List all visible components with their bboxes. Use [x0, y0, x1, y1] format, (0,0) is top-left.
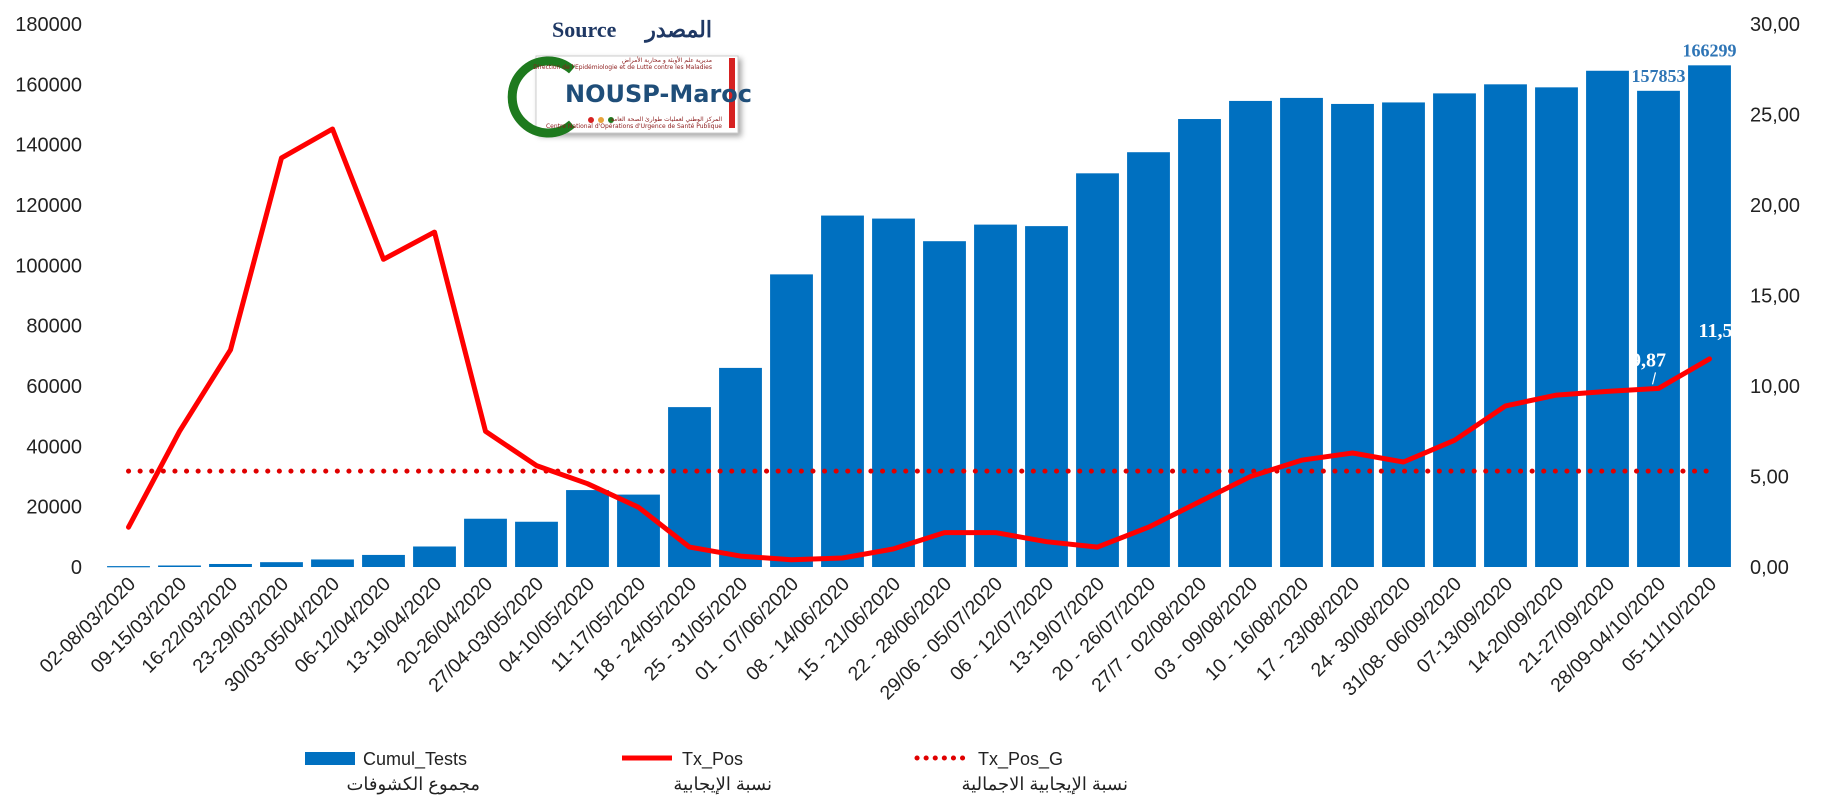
bar [974, 224, 1017, 568]
bar-series-cumul-tests [107, 65, 1731, 568]
y-right-tick-label: 0,00 [1750, 557, 1789, 579]
y-left-tick-label: 100000 [15, 255, 82, 277]
legend-sub-tx-pos: نسبة الإيجابية [673, 774, 772, 795]
legend-label-cumul-tests: Cumul_Tests [363, 749, 467, 770]
bar [1484, 84, 1527, 567]
y-left-tick-label: 20000 [26, 497, 82, 519]
bar [923, 241, 966, 567]
logo-arc-icon [507, 56, 575, 138]
bar [566, 490, 609, 567]
y-right-tick-label: 25,00 [1750, 105, 1800, 127]
y-left-tick-label: 140000 [15, 135, 82, 157]
legend-sub-tx-pos-g: نسبة الإيجابية الاجمالية [962, 774, 1128, 795]
source-label-en: Source [552, 17, 617, 42]
legend-label-tx-pos-g: Tx_Pos_G [978, 749, 1063, 770]
bar [1433, 93, 1476, 567]
y-left-tick-label: 40000 [26, 436, 82, 458]
logo-dot-red [588, 117, 594, 123]
y-right-tick-label: 15,00 [1750, 286, 1800, 308]
bar [515, 521, 558, 567]
bar [770, 274, 813, 567]
bar [1280, 97, 1323, 567]
source-label-ar: المصدر [643, 17, 712, 43]
bar [1535, 87, 1578, 567]
bar [1127, 152, 1170, 567]
logo-line-ar-top: مديرية علم الأوبئة و محاربة الأمراض [622, 56, 712, 64]
bar [362, 554, 405, 567]
bar [1688, 65, 1731, 567]
y-right-tick-label: 20,00 [1750, 195, 1800, 217]
y-left-tick-label: 160000 [15, 74, 82, 96]
x-axis: 02-08/03/202009-15/03/202016-22/03/20202… [36, 573, 1722, 704]
nousp-logo: مديرية علم الأوبئة و محاربة الأمراض Dire… [507, 55, 752, 138]
logo-line-fr-top: Direction de l'Epidémiologie et de Lutte… [533, 64, 712, 71]
bar [260, 562, 303, 567]
y-right-tick-label: 5,00 [1750, 467, 1789, 489]
bar [668, 407, 711, 567]
data-label-line: 11,5 [1699, 320, 1733, 342]
legend-sub-cumul-tests: مجموع الكشوفات [346, 774, 480, 795]
bar [1025, 226, 1068, 567]
bar [311, 559, 354, 567]
bar [1637, 90, 1680, 567]
source-header: Source المصدر [552, 17, 712, 43]
y-left-tick-label: 60000 [26, 376, 82, 398]
y-left-tick-label: 0 [71, 557, 82, 579]
bar [1586, 70, 1629, 567]
legend-swatch-cumul-tests [305, 752, 355, 765]
logo-dot-orange [598, 117, 604, 123]
bar [413, 546, 456, 567]
logo-name: NOUSP-Maroc [565, 80, 752, 108]
logo-dot-green [608, 117, 614, 123]
legend-label-tx-pos: Tx_Pos [682, 749, 743, 770]
y-right-tick-label: 10,00 [1750, 376, 1800, 398]
bar [464, 518, 507, 567]
bar [821, 215, 864, 567]
y-left-tick-label: 120000 [15, 195, 82, 217]
bar [107, 566, 150, 568]
bar [872, 218, 915, 567]
data-label-line: 9,87 [1631, 349, 1666, 371]
bar [1076, 173, 1119, 567]
y-left-tick-label: 80000 [26, 316, 82, 338]
bar [1331, 103, 1374, 567]
y-right-tick-label: 30,00 [1750, 14, 1800, 36]
data-labels: 157853 166299 9,87 11,5 [1631, 40, 1737, 385]
bar [1382, 102, 1425, 568]
data-label-leader [1651, 372, 1657, 385]
bar [209, 563, 252, 567]
y-axis-left: 0 20000 40000 60000 80000 100000 120000 140000 1… [15, 14, 82, 579]
bar [1229, 100, 1272, 568]
bar [158, 565, 201, 567]
logo-red-bar [729, 58, 735, 128]
data-label-bar: 166299 [1683, 40, 1737, 60]
logo-line-fr-bottom: Centre National d'Opérations d'Urgence d… [546, 123, 722, 130]
data-label-bar: 157853 [1632, 66, 1686, 86]
legend: Cumul_Tests مجموع الكشوفات Tx_Pos نسبة ا… [305, 749, 1128, 795]
line-series [126, 126, 1712, 563]
logo-line-ar-bottom: المركز الوطني لعمليات طوارئ الصحة العامة [611, 116, 723, 123]
line-tx-pos [126, 126, 1712, 563]
y-axis-right: 0,00 5,00 10,00 15,00 20,00 25,00 30,00 [1750, 14, 1800, 579]
y-left-tick-label: 180000 [15, 14, 82, 36]
bar [719, 367, 762, 567]
